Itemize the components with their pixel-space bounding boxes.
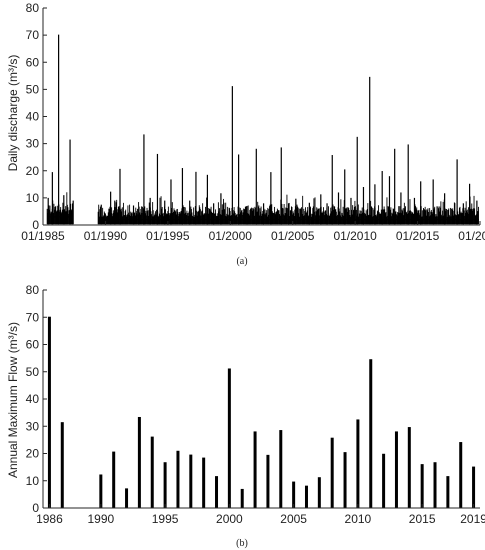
panel-a-x-tick-label: 01/2010 [333, 229, 377, 243]
panel-b-y-tick-label: 10 [26, 474, 40, 488]
annual-max-bar [407, 427, 411, 508]
annual-max-bar [176, 450, 180, 508]
panel-b-y-tick-label: 20 [26, 447, 40, 461]
panel-b-x-tick-label: 2010 [345, 512, 372, 526]
panel-a-x-tick-label: 01/2005 [271, 229, 315, 243]
panel-b-y-tick-label: 50 [26, 365, 40, 379]
annual-maximum-bars [47, 316, 476, 508]
annual-max-bar [394, 431, 398, 508]
annual-max-bar [356, 419, 360, 508]
panel-b-y-tick-label: 60 [26, 338, 40, 352]
panel-a-x-tick-label: 01/2000 [209, 229, 253, 243]
panel-a-y-tick-label: 0 [32, 218, 39, 232]
daily-discharge-series [46, 34, 479, 225]
annual-max-bar [446, 476, 450, 508]
panel-a-axes: 0 10 20 30 40 50 60 70 80 01/1985 01/1990 01/1995 01… [21, 1, 485, 243]
panel-b-x-tick-label: 1995 [152, 512, 179, 526]
panel-a-y-tick-label: 10 [26, 191, 40, 205]
panel-b-y-tick-label: 0 [32, 501, 39, 515]
panel-a-caption: (a) [236, 256, 247, 267]
annual-max-bar [137, 416, 141, 508]
panel-b-x-tick-label: 1990 [87, 512, 114, 526]
annual-max-bar [150, 436, 154, 508]
annual-max-bar [112, 451, 116, 508]
annual-max-bar [202, 457, 206, 508]
panel-b-axes: 0 10 20 30 40 50 60 70 80 1986 1990 1995 2000 2005 201… [26, 283, 485, 526]
annual-max-bar [369, 359, 373, 508]
panel-a-x-tick-label: 01/1995 [146, 229, 190, 243]
panel-b-x-tick-label: 1986 [36, 512, 63, 526]
panel-b-x-tick-label: 2015 [409, 512, 436, 526]
annual-max-bar [99, 474, 103, 508]
panel-a-x-tick-label: 01/2015 [396, 229, 440, 243]
annual-max-bar [317, 477, 321, 508]
annual-max-bar [60, 422, 64, 508]
annual-max-bar [125, 488, 129, 508]
annual-max-bar [382, 453, 386, 508]
panel-a-y-tick-label: 70 [26, 28, 40, 42]
annual-max-bar [163, 462, 167, 508]
panel-b-y-tick-label: 40 [26, 392, 40, 406]
annual-max-bar [472, 466, 476, 508]
annual-max-bar [304, 485, 308, 508]
panel-a-y-tick-label: 50 [26, 82, 40, 96]
panel-a-y-tick-label: 30 [26, 137, 40, 151]
panel-a-x-tick-label: 01/1985 [21, 229, 65, 243]
annual-max-bar [433, 462, 437, 508]
annual-max-bar [240, 488, 244, 508]
panel-b-y-tick-label: 70 [26, 310, 40, 324]
annual-max-bar [420, 464, 424, 508]
panel-b-y-axis-title: Annual Maximum Flow (m³/s) [6, 322, 20, 478]
panel-b-y-tick-label: 80 [26, 283, 40, 297]
annual-max-bar [292, 481, 296, 508]
annual-max-bar [459, 442, 463, 508]
panel-a-y-tick-label: 80 [26, 1, 40, 15]
panel-a-x-tick-label: 01/1990 [84, 229, 128, 243]
panel-a-y-axis-title: Daily discharge (m³/s) [6, 55, 20, 172]
panel-b-x-tick-label: 2019 [460, 512, 485, 526]
annual-max-bar [253, 431, 257, 508]
annual-max-bar [47, 316, 51, 508]
panel-b-x-tick-label: 2005 [280, 512, 307, 526]
panel-b-x-tick-label: 2000 [216, 512, 243, 526]
panel-a-y-tick-label: 20 [26, 164, 40, 178]
panel-b-caption: (b) [236, 538, 248, 549]
annual-max-bar [343, 452, 347, 508]
panel-a-daily-discharge: 0 10 20 30 40 50 60 70 80 01/1985 01/1990 01/1995 01… [6, 1, 485, 267]
annual-max-bar [279, 430, 283, 508]
annual-max-bar [189, 454, 193, 508]
panel-b-annual-maximum-flow: 0 10 20 30 40 50 60 70 80 1986 1990 1995 2000 2005 201… [6, 283, 485, 549]
panel-a-y-tick-label: 60 [26, 55, 40, 69]
panel-a-x-tick-label: 01/2020 [458, 229, 485, 243]
panel-a-y-tick-label: 40 [26, 110, 40, 124]
annual-max-bar [266, 454, 270, 508]
annual-max-bar [227, 368, 231, 508]
annual-max-bar [215, 476, 219, 508]
panel-b-y-tick-label: 30 [26, 419, 40, 433]
annual-max-bar [330, 437, 334, 508]
